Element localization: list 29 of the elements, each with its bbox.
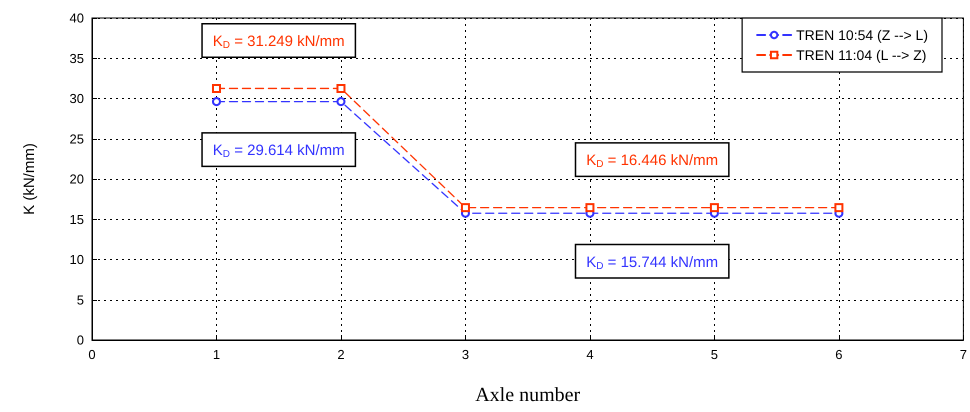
y-tick-label: 40	[70, 10, 84, 26]
y-tick-label: 20	[70, 172, 84, 186]
point	[585, 203, 594, 212]
point	[212, 97, 221, 106]
y-tick-label: 25	[70, 131, 84, 146]
y-tick-label: 15	[70, 212, 84, 227]
point	[336, 97, 346, 106]
point	[710, 203, 719, 212]
x-tick-label: 4	[586, 347, 594, 362]
point	[336, 84, 346, 93]
x-tick-label: 3	[462, 347, 470, 362]
point	[460, 203, 470, 212]
point	[212, 84, 221, 93]
point	[834, 203, 844, 212]
y-tick-label: 5	[76, 292, 84, 308]
y-tick-label: 35	[70, 50, 84, 66]
y-tick-label: 0	[76, 332, 84, 348]
y-tick-label: 30	[70, 91, 84, 106]
x-tick-label: 0	[88, 347, 96, 362]
x-tick-label: 2	[337, 347, 345, 362]
y-tick-label: 10	[70, 252, 84, 267]
y-axis-title: K (kN/mm)	[21, 143, 38, 215]
x-tick-label: 7	[960, 347, 967, 362]
x-tick-label: 1	[212, 347, 220, 362]
legend-label: TREN 11:04 (L --> Z)	[796, 47, 926, 63]
x-axis-title: Axle number	[475, 384, 581, 406]
legend-label: TREN 10:54 (Z --> L)	[796, 27, 928, 43]
x-tick-label: 6	[835, 347, 843, 362]
x-tick-label: 5	[710, 347, 718, 362]
